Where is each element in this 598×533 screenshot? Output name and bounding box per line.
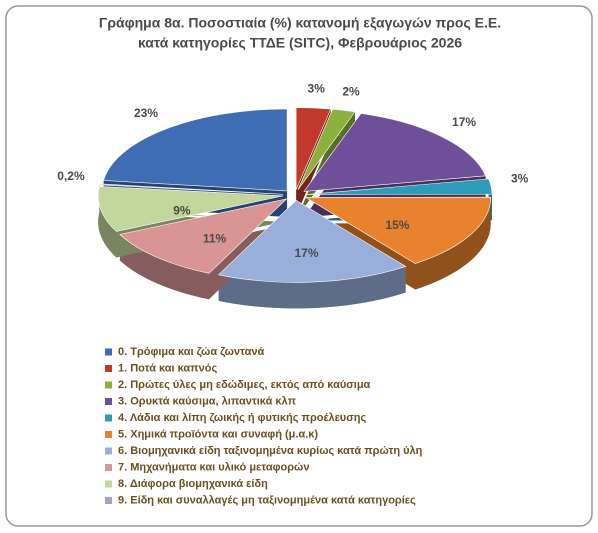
legend-label: 0. Τρόφιμα και ζώα ζωντανά bbox=[118, 346, 264, 358]
legend-swatch bbox=[105, 398, 112, 405]
value-label: 9% bbox=[173, 204, 191, 218]
legend-label: 1. Ποτά και καπνός bbox=[118, 362, 217, 374]
legend-label: 9. Είδη και συναλλαγές μη ταξινομημένα κ… bbox=[118, 494, 416, 506]
legend-swatch bbox=[105, 447, 112, 455]
value-label: 0,2% bbox=[57, 169, 85, 183]
slice bbox=[119, 198, 288, 274]
slice bbox=[304, 196, 492, 264]
value-label: 23% bbox=[134, 106, 158, 120]
slice-side bbox=[415, 197, 491, 290]
legend-label: 8. Διάφορα βιομηχανικά είδη bbox=[118, 478, 268, 490]
value-label: 15% bbox=[385, 218, 409, 232]
legend-label: 7. Μηχανήματα και υλικό μεταφορών bbox=[118, 461, 309, 473]
slice bbox=[306, 178, 493, 195]
slice bbox=[97, 186, 284, 232]
legend-label: 2. Πρώτες ύλες μη εδώδιμες, εκτός από κα… bbox=[118, 379, 371, 391]
value-label: 2% bbox=[342, 84, 360, 98]
legend-label: 6. Βιομηχανικά είδη ταξινομημένα κυρίως … bbox=[118, 445, 423, 457]
slice bbox=[295, 107, 332, 190]
slice bbox=[103, 108, 288, 192]
value-label: 17% bbox=[294, 246, 318, 260]
legend-swatch bbox=[105, 348, 112, 356]
legend-swatch bbox=[105, 365, 112, 372]
legend-swatch bbox=[105, 497, 112, 504]
legend-swatch bbox=[105, 414, 112, 422]
legend-swatch bbox=[105, 381, 112, 389]
legend-label: 3. Ορυκτά καύσιμα, λιπαντικά κλπ bbox=[118, 395, 297, 407]
legend-swatch bbox=[105, 480, 112, 488]
value-label: 3% bbox=[511, 171, 529, 185]
slice bbox=[303, 113, 487, 192]
legend-swatch bbox=[105, 431, 112, 438]
slice bbox=[297, 108, 356, 190]
slice-side bbox=[218, 266, 406, 309]
slice bbox=[218, 199, 407, 283]
legend-label: 5. Χημικά προϊόντα και συναφή (μ.α.κ) bbox=[118, 428, 318, 440]
chart-title: Γράφημα 8α. Ποσοστιαία (%) κατανομή εξαγ… bbox=[99, 15, 501, 31]
value-label: 17% bbox=[452, 115, 476, 129]
legend-swatch bbox=[105, 464, 112, 471]
chart-title: κατά κατηγορίες ΤΤΔΕ (SITC), Φεβρουάριος… bbox=[138, 35, 462, 51]
value-label: 3% bbox=[308, 82, 326, 96]
slice bbox=[98, 183, 284, 195]
legend-label: 4. Λάδια και λίπη ζωικής ή φυτικής προέλ… bbox=[118, 412, 366, 424]
value-label: 11% bbox=[203, 231, 227, 245]
